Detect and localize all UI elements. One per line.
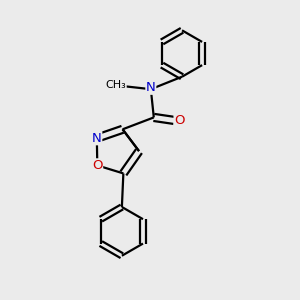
Text: N: N <box>92 132 102 145</box>
Text: CH₃: CH₃ <box>105 80 126 90</box>
Text: N: N <box>146 81 156 94</box>
Text: O: O <box>92 159 103 172</box>
Text: O: O <box>174 114 184 127</box>
